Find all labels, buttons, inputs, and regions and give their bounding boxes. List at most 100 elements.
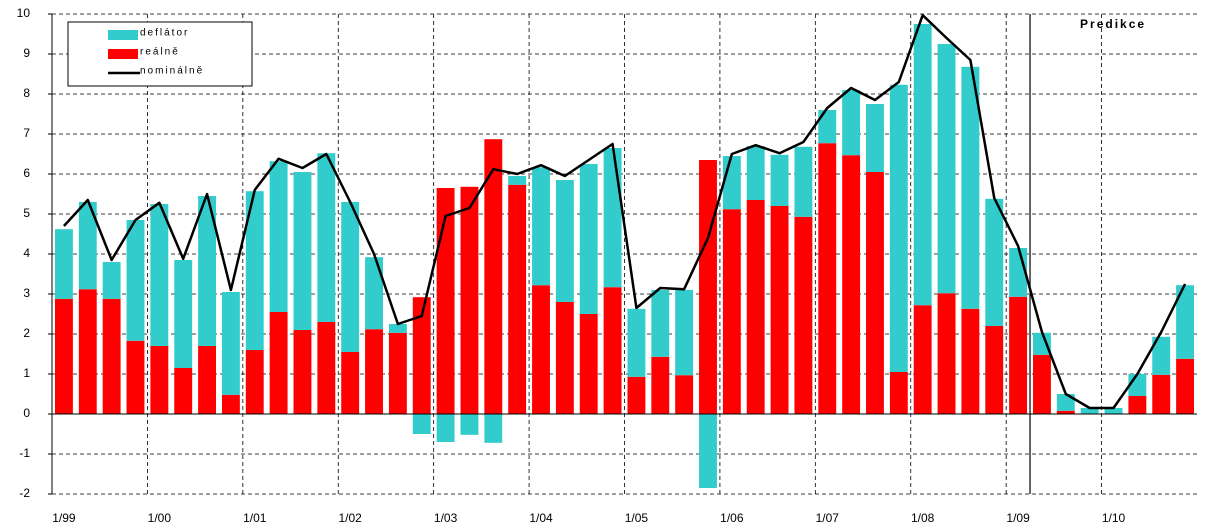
bar — [245, 191, 264, 350]
y-tick-label: 6 — [23, 166, 30, 180]
y-tick-label: 9 — [23, 46, 30, 60]
bar — [1056, 394, 1075, 411]
bar — [388, 324, 407, 333]
bar — [1033, 354, 1051, 414]
bar — [269, 161, 288, 312]
bar — [484, 139, 503, 414]
legend-swatch — [108, 30, 138, 40]
bar — [889, 372, 908, 414]
bar — [1080, 408, 1099, 414]
bar — [365, 329, 383, 414]
y-tick-label: 4 — [23, 246, 30, 260]
bar — [1128, 396, 1147, 414]
bar — [460, 414, 479, 435]
bar — [746, 200, 765, 414]
bar — [484, 414, 503, 443]
x-tick-label: 1/03 — [434, 511, 458, 525]
y-tick-label: 1 — [23, 366, 30, 380]
bar — [245, 350, 264, 414]
bar — [842, 90, 861, 156]
bar — [627, 308, 646, 377]
bar — [579, 164, 598, 314]
bar — [317, 153, 336, 322]
bar — [293, 330, 312, 414]
bar — [889, 84, 908, 373]
y-tick-label: 8 — [23, 86, 30, 100]
bar — [818, 143, 837, 414]
bar — [818, 110, 837, 144]
bar — [1176, 358, 1195, 414]
y-tick-label: 3 — [23, 286, 30, 300]
bar — [269, 312, 288, 414]
legend-label: reálně — [140, 47, 180, 58]
x-tick-label: 1/05 — [625, 511, 649, 525]
bar — [866, 104, 884, 172]
bar — [221, 292, 240, 395]
bar — [603, 148, 622, 288]
bar — [54, 229, 73, 299]
bar — [770, 206, 789, 414]
x-tick-label: 1/99 — [52, 511, 76, 525]
x-tick-label: 1/09 — [1006, 511, 1030, 525]
bar — [722, 209, 741, 414]
bar — [699, 160, 717, 414]
bar — [150, 204, 169, 346]
bar — [1152, 374, 1171, 414]
bar — [1176, 285, 1195, 359]
bar — [198, 346, 216, 414]
bar — [937, 44, 956, 294]
bar — [436, 414, 455, 442]
bar — [54, 298, 73, 414]
bar — [579, 314, 598, 414]
y-tick-label: -1 — [19, 446, 30, 460]
bar — [412, 297, 431, 414]
bar — [102, 262, 121, 299]
x-tick-label: 1/02 — [338, 511, 362, 525]
y-tick-label: -2 — [19, 486, 30, 500]
bar — [699, 414, 717, 488]
bar — [675, 290, 694, 376]
bar — [341, 352, 360, 414]
bar — [1152, 336, 1171, 375]
bar — [174, 368, 193, 414]
bar — [555, 302, 574, 414]
bar — [746, 146, 765, 200]
bar — [317, 322, 336, 414]
bar — [102, 298, 121, 414]
bar — [198, 196, 216, 346]
bar — [365, 257, 383, 330]
x-tick-label: 1/04 — [529, 511, 553, 525]
bar — [1033, 332, 1051, 355]
bar — [508, 184, 527, 414]
bar — [126, 220, 145, 341]
legend-label: deflátor — [140, 28, 189, 39]
bar — [532, 285, 550, 414]
x-tick-label: 1/00 — [148, 511, 172, 525]
bar — [675, 375, 694, 414]
bar — [508, 176, 527, 185]
y-tick-label: 10 — [17, 6, 31, 20]
bar — [722, 156, 741, 210]
y-tick-label: 2 — [23, 326, 30, 340]
bar — [1009, 296, 1028, 414]
x-tick-label: 1/10 — [1102, 511, 1126, 525]
x-tick-label: 1/01 — [243, 511, 267, 525]
bar — [961, 66, 980, 309]
bar — [412, 414, 431, 434]
bar — [460, 186, 479, 414]
y-tick-label: 0 — [23, 406, 30, 420]
bar — [770, 154, 789, 206]
bar — [293, 172, 312, 330]
bar — [532, 167, 550, 286]
bar — [627, 376, 646, 414]
x-tick-label: 1/08 — [911, 511, 935, 525]
bar — [341, 202, 360, 352]
bar — [866, 172, 884, 414]
bar — [913, 24, 932, 306]
x-tick-label: 1/07 — [816, 511, 840, 525]
line — [63, 13, 1187, 410]
bar — [961, 308, 980, 414]
bar — [150, 346, 169, 414]
y-tick-label: 7 — [23, 126, 30, 140]
